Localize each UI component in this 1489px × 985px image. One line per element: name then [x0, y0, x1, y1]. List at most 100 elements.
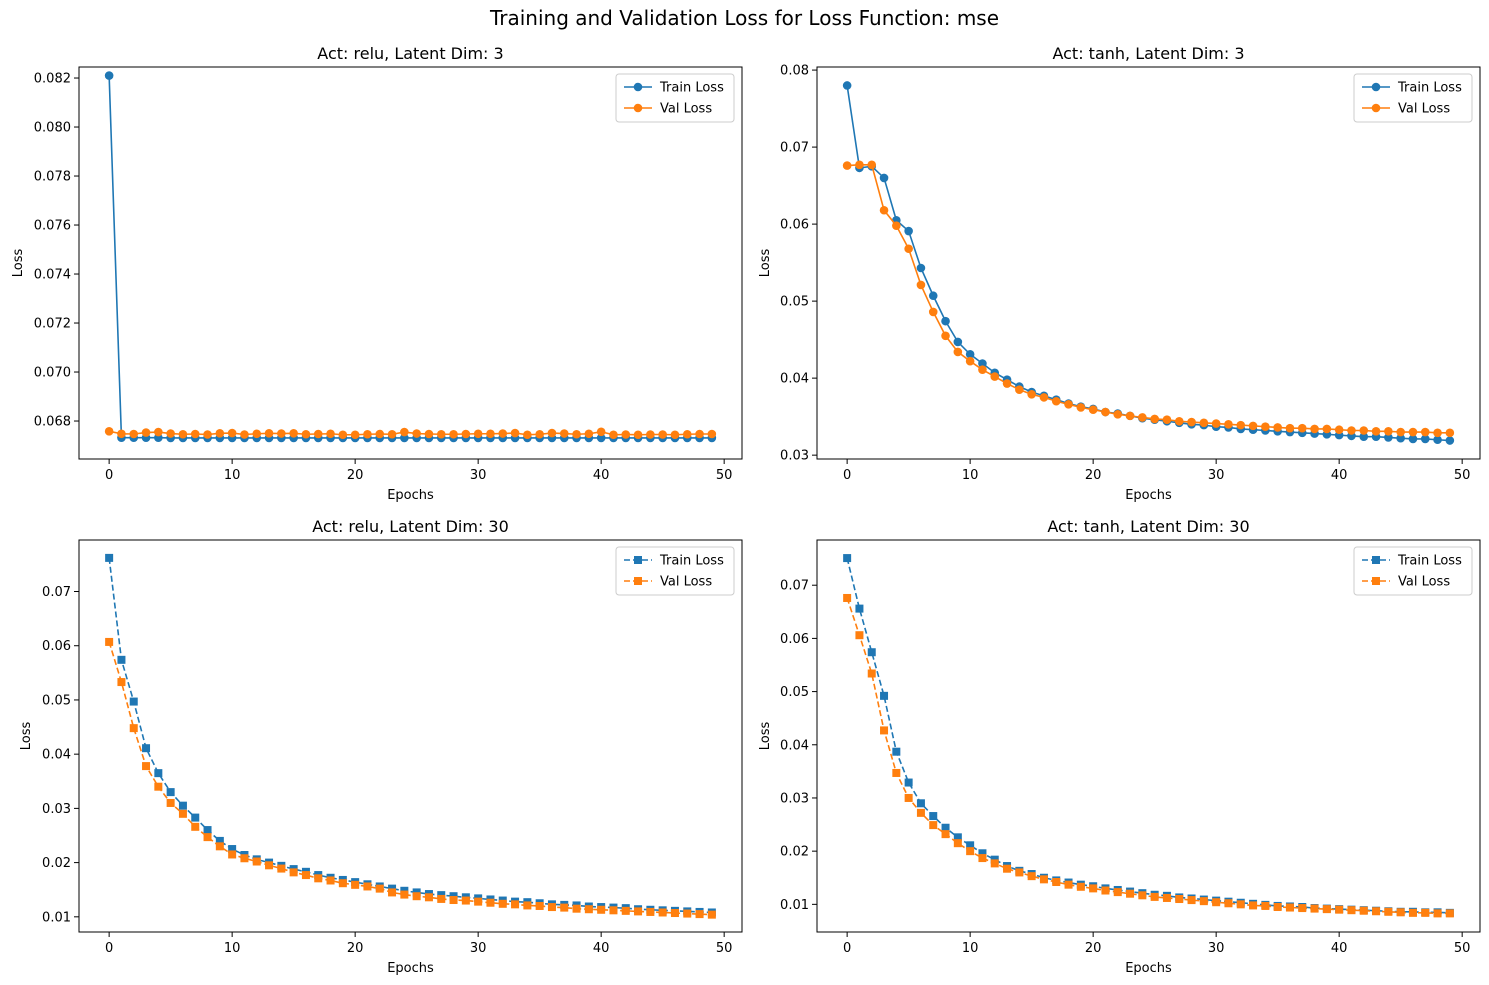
data-point — [105, 637, 114, 646]
data-point — [892, 768, 901, 777]
data-point — [682, 429, 692, 439]
data-point — [1015, 385, 1024, 394]
data-point — [695, 429, 704, 439]
x-tick-label: 40 — [1331, 941, 1348, 956]
data-point — [511, 900, 520, 909]
data-point — [892, 221, 901, 230]
y-tick-label: 0.07 — [780, 141, 809, 156]
data-point — [966, 847, 975, 856]
series-train — [843, 554, 1454, 917]
data-point — [326, 876, 335, 885]
x-tick-label: 10 — [224, 468, 241, 483]
data-point — [1297, 423, 1307, 433]
data-point — [855, 631, 864, 640]
data-point — [190, 429, 200, 439]
data-point — [695, 910, 704, 919]
x-tick-label: 30 — [470, 468, 487, 483]
data-point — [892, 747, 901, 756]
data-point — [486, 898, 495, 907]
data-point — [855, 160, 864, 170]
data-point — [1445, 909, 1454, 918]
data-point — [449, 896, 458, 905]
data-point — [1088, 405, 1098, 415]
data-point — [264, 428, 274, 438]
series-train — [842, 81, 1455, 445]
axes-frame — [78, 66, 743, 460]
y-tick-label: 0.05 — [42, 693, 71, 708]
data-point — [314, 874, 323, 883]
data-point — [559, 429, 569, 438]
data-point — [1298, 904, 1307, 913]
data-point — [978, 849, 987, 858]
data-point — [707, 910, 716, 919]
y-tick-label: 0.02 — [780, 845, 809, 860]
legend-label: Train Loss — [1397, 554, 1462, 569]
data-point — [1445, 428, 1455, 438]
data-point — [670, 430, 680, 440]
data-point — [1261, 901, 1270, 910]
data-point — [596, 427, 606, 437]
data-point — [1138, 891, 1147, 900]
data-point — [277, 429, 286, 438]
data-point — [916, 280, 926, 290]
data-point — [265, 861, 274, 870]
data-point — [388, 888, 397, 897]
data-point — [166, 429, 175, 438]
legend: Train Loss Val Loss — [1353, 546, 1473, 596]
data-point — [879, 173, 889, 183]
data-point — [941, 331, 950, 341]
data-point — [929, 812, 938, 821]
data-point — [953, 839, 962, 848]
x-axis-label: Epochs — [1125, 488, 1172, 503]
data-point — [129, 429, 139, 439]
data-point — [953, 833, 962, 842]
data-point — [1273, 423, 1282, 432]
data-point — [191, 822, 200, 831]
data-point — [461, 896, 470, 905]
series-line — [108, 75, 712, 439]
data-point — [965, 356, 975, 366]
x-tick-label: 0 — [105, 941, 113, 956]
data-point — [523, 901, 532, 910]
data-point — [1162, 415, 1172, 425]
data-point — [375, 429, 385, 439]
x-tick-label: 50 — [716, 941, 733, 956]
y-axis-label: Loss — [19, 722, 34, 751]
data-point — [842, 81, 852, 90]
data-point — [1359, 426, 1369, 435]
data-point — [855, 604, 864, 613]
data-point — [1420, 427, 1430, 437]
legend-marker — [1372, 556, 1380, 564]
data-point — [953, 347, 963, 357]
data-point — [461, 429, 471, 439]
series-val — [104, 427, 717, 440]
data-point — [633, 430, 643, 440]
data-point — [941, 830, 950, 839]
data-point — [240, 854, 249, 863]
data-point — [1334, 425, 1344, 435]
y-tick-label: 0.01 — [42, 910, 71, 925]
x-tick-label: 40 — [1331, 468, 1348, 483]
data-point — [215, 428, 225, 438]
legend-label: Val Loss — [660, 102, 712, 117]
data-point — [191, 813, 200, 822]
subplot-3: Act: relu, Latent Dim: 30 0 10 20 30 40 50 0.01… — [19, 517, 743, 976]
x-tick-label: 30 — [1208, 941, 1225, 956]
data-point — [1248, 421, 1258, 431]
data-point — [1396, 433, 1405, 443]
x-tick-label: 20 — [1085, 941, 1102, 956]
data-point — [1359, 906, 1368, 915]
data-point — [166, 798, 175, 807]
data-point — [560, 903, 569, 912]
data-point — [621, 430, 631, 439]
data-point — [437, 894, 446, 903]
y-tick-label: 0.04 — [780, 738, 809, 753]
data-point — [228, 845, 237, 854]
data-point — [523, 430, 532, 440]
data-point — [1347, 906, 1356, 915]
data-point — [141, 428, 151, 437]
data-point — [400, 890, 409, 899]
data-point — [412, 429, 421, 438]
data-point — [1396, 908, 1405, 917]
